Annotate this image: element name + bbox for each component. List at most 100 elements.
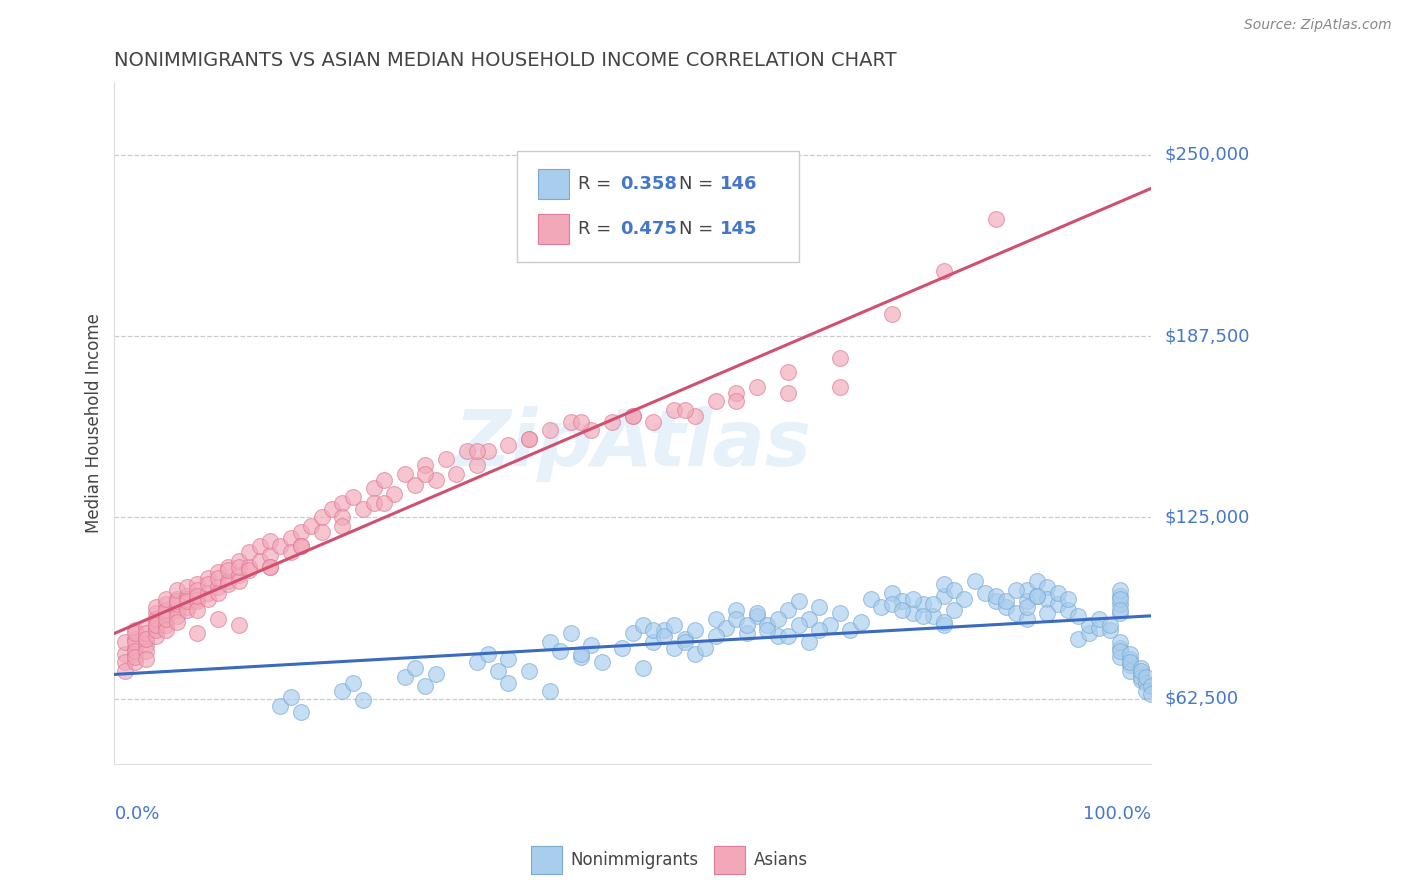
Point bbox=[932, 615, 955, 629]
Point bbox=[228, 554, 250, 568]
Point bbox=[166, 615, 188, 629]
Y-axis label: Median Household Income: Median Household Income bbox=[86, 313, 103, 533]
Point bbox=[704, 612, 727, 626]
Point bbox=[778, 385, 800, 400]
Point bbox=[155, 606, 177, 620]
Point bbox=[704, 629, 727, 643]
Point bbox=[787, 594, 810, 608]
Point bbox=[134, 652, 156, 666]
Point bbox=[1135, 670, 1157, 684]
Point bbox=[880, 307, 903, 321]
Point bbox=[984, 211, 1007, 226]
Point bbox=[166, 591, 188, 606]
Point bbox=[197, 571, 219, 585]
Point bbox=[756, 617, 779, 632]
Point bbox=[943, 603, 966, 617]
Point bbox=[631, 617, 654, 632]
Point bbox=[849, 615, 872, 629]
Point bbox=[683, 409, 706, 423]
Point bbox=[911, 597, 934, 611]
Point bbox=[114, 647, 136, 661]
Point bbox=[1135, 675, 1157, 690]
Point bbox=[994, 594, 1017, 608]
Point bbox=[984, 589, 1007, 603]
Point bbox=[145, 606, 167, 620]
Point bbox=[839, 624, 862, 638]
Point bbox=[922, 608, 945, 623]
Point bbox=[880, 585, 903, 599]
Point bbox=[228, 617, 250, 632]
Point bbox=[560, 626, 582, 640]
Point bbox=[166, 608, 188, 623]
Point bbox=[643, 624, 665, 638]
Point bbox=[290, 524, 312, 539]
Point bbox=[581, 638, 603, 652]
Text: Source: ZipAtlas.com: Source: ZipAtlas.com bbox=[1244, 18, 1392, 32]
Point bbox=[498, 675, 520, 690]
Text: R =: R = bbox=[578, 175, 617, 193]
Point bbox=[415, 458, 437, 472]
Point bbox=[652, 624, 675, 638]
Point bbox=[932, 264, 955, 278]
Point bbox=[797, 635, 820, 649]
Point bbox=[911, 608, 934, 623]
Point bbox=[124, 656, 146, 670]
Point bbox=[1119, 658, 1142, 673]
Point bbox=[1077, 617, 1099, 632]
Point bbox=[1109, 597, 1132, 611]
Point bbox=[166, 597, 188, 611]
Point bbox=[382, 487, 405, 501]
Point bbox=[1046, 597, 1069, 611]
Point bbox=[404, 661, 426, 675]
Point bbox=[725, 385, 748, 400]
Point bbox=[373, 496, 395, 510]
Point bbox=[891, 594, 914, 608]
Point bbox=[207, 580, 229, 594]
Point bbox=[963, 574, 986, 588]
Point bbox=[207, 585, 229, 599]
Point bbox=[745, 608, 768, 623]
Point bbox=[155, 624, 177, 638]
Point bbox=[373, 473, 395, 487]
Point bbox=[394, 467, 416, 481]
Point bbox=[1129, 667, 1152, 681]
Point bbox=[166, 594, 188, 608]
Point bbox=[725, 603, 748, 617]
Point bbox=[1015, 594, 1038, 608]
Point bbox=[145, 620, 167, 634]
Point bbox=[176, 591, 198, 606]
Point bbox=[1129, 670, 1152, 684]
Point bbox=[1109, 649, 1132, 664]
Point bbox=[290, 539, 312, 553]
Point bbox=[943, 582, 966, 597]
Text: $62,500: $62,500 bbox=[1166, 690, 1239, 707]
Point bbox=[465, 443, 488, 458]
Point bbox=[808, 600, 831, 615]
Point bbox=[787, 617, 810, 632]
Point bbox=[569, 649, 592, 664]
Point bbox=[828, 606, 851, 620]
Point bbox=[249, 539, 271, 553]
Point bbox=[1098, 617, 1121, 632]
Point bbox=[176, 600, 198, 615]
Point bbox=[352, 693, 374, 707]
Point bbox=[1140, 679, 1163, 693]
Point bbox=[1067, 608, 1090, 623]
Point bbox=[124, 647, 146, 661]
Point bbox=[197, 585, 219, 599]
Point bbox=[745, 606, 768, 620]
Point bbox=[259, 548, 281, 562]
Point bbox=[145, 629, 167, 643]
Point bbox=[425, 667, 447, 681]
Point bbox=[124, 649, 146, 664]
Point bbox=[1109, 589, 1132, 603]
Point bbox=[465, 656, 488, 670]
Point bbox=[880, 597, 903, 611]
Text: ZipAtlas: ZipAtlas bbox=[454, 406, 811, 482]
Text: N =: N = bbox=[679, 175, 718, 193]
Point bbox=[446, 467, 468, 481]
Point bbox=[290, 539, 312, 553]
Point bbox=[1026, 589, 1049, 603]
Text: $187,500: $187,500 bbox=[1166, 327, 1250, 345]
Point bbox=[155, 591, 177, 606]
